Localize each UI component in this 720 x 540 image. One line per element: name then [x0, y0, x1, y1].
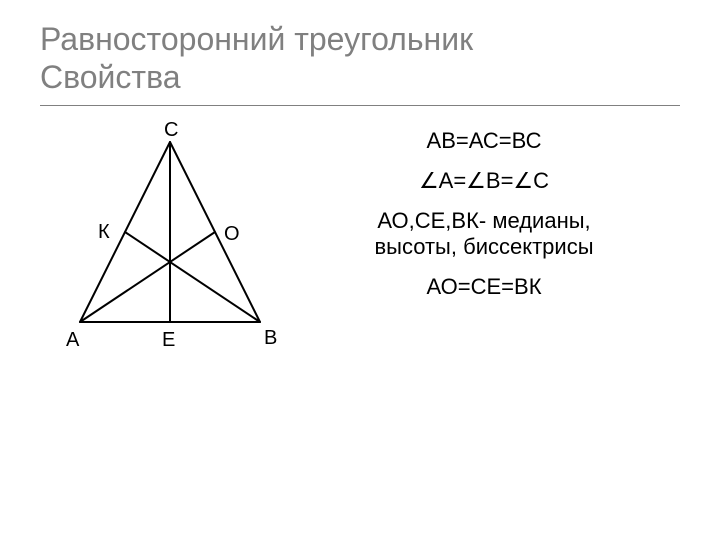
svg-text:С: С: [164, 122, 178, 141]
svg-text:К: К: [98, 221, 110, 243]
triangle-svg: А В С Е К О: [40, 122, 320, 362]
title-line-2: Свойства: [40, 59, 181, 95]
prop-cevians: АО,СЕ,ВК- медианы, высоты, биссектрисы: [344, 208, 624, 260]
prop-angles-equal: ∠А=∠В=∠С: [344, 168, 624, 194]
svg-text:В: В: [264, 327, 277, 349]
title-underline: [40, 105, 680, 106]
prop-cevians-equal: АО=СЕ=ВК: [344, 274, 624, 300]
svg-text:Е: Е: [162, 329, 175, 351]
title-line-1: Равносторонний треугольник: [40, 21, 473, 57]
svg-text:А: А: [66, 329, 80, 351]
content-row: А В С Е К О АВ=АС=ВС ∠А=∠В=∠С АО,СЕ,ВК- медиа…: [40, 122, 680, 367]
prop-sides-equal: АВ=АС=ВС: [344, 128, 624, 154]
triangle-diagram: А В С Е К О: [40, 122, 320, 367]
svg-text:О: О: [224, 223, 240, 245]
slide-title: Равносторонний треугольник Свойства: [40, 20, 680, 97]
properties-block: АВ=АС=ВС ∠А=∠В=∠С АО,СЕ,ВК- медианы, выс…: [344, 122, 624, 314]
